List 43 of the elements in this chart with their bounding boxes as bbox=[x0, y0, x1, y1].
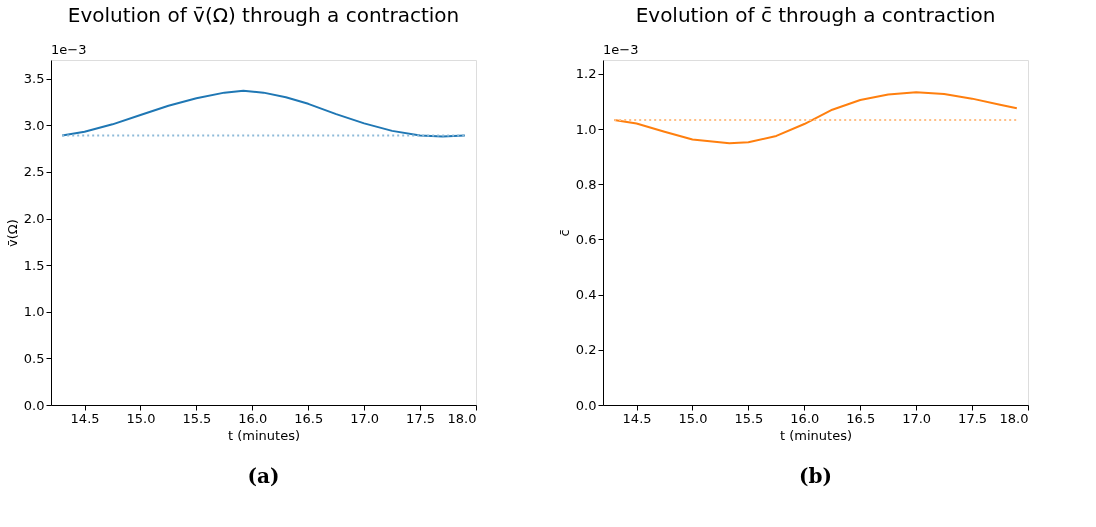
x-tick-label: 17.5 bbox=[958, 410, 988, 426]
x-tick-label: 15.0 bbox=[126, 410, 156, 426]
x-tick-label: 16.0 bbox=[238, 410, 268, 426]
x-tick-label: 15.5 bbox=[734, 410, 764, 426]
x-tick-label: 16.5 bbox=[294, 410, 324, 426]
x-axis-title: t (minutes) bbox=[228, 427, 300, 443]
x-tick-label: 15.0 bbox=[678, 410, 708, 426]
y-tick-label: 2.5 bbox=[23, 164, 45, 180]
y-tick-label: 0.2 bbox=[575, 342, 597, 358]
x-tick-label: 15.5 bbox=[182, 410, 212, 426]
x-tick-label: 18.0 bbox=[999, 410, 1029, 426]
y-tick-label: 2.0 bbox=[23, 211, 45, 227]
y-tick-label: 0.4 bbox=[575, 287, 597, 303]
x-tick-label: 14.5 bbox=[70, 410, 100, 426]
y-tick-label: 0.0 bbox=[23, 397, 45, 413]
text: 1e−3 bbox=[51, 42, 87, 57]
y-tick-label: 1.5 bbox=[23, 257, 45, 273]
y-tick-label: 1.0 bbox=[23, 304, 45, 320]
x-tick-label: 18.0 bbox=[447, 410, 477, 426]
text: 1e−3 bbox=[603, 42, 639, 57]
y-tick-label: 1.2 bbox=[575, 66, 597, 82]
y-tick-label: 3.0 bbox=[23, 117, 45, 133]
x-tick-label: 16.5 bbox=[846, 410, 876, 426]
y-tick-label: 0.0 bbox=[575, 397, 597, 413]
text: (a) bbox=[247, 464, 280, 488]
x-tick-label: 17.0 bbox=[350, 410, 380, 426]
y-tick-label: 0.5 bbox=[23, 350, 45, 366]
x-tick-label: 17.5 bbox=[406, 410, 436, 426]
text: (b) bbox=[799, 464, 832, 488]
chart-title: Evolution of v̄(Ω) through a contraction bbox=[67, 3, 460, 27]
y-tick-label: 0.8 bbox=[575, 176, 597, 192]
x-tick-label: 14.5 bbox=[622, 410, 652, 426]
x-tick-label: 17.0 bbox=[902, 410, 932, 426]
x-axis-title: t (minutes) bbox=[780, 427, 852, 443]
line-series bbox=[613, 91, 1018, 145]
y-axis-title: v̄(Ω) bbox=[4, 219, 20, 247]
chart-title: Evolution of c̄ through a contraction bbox=[635, 3, 996, 27]
y-tick-label: 0.6 bbox=[575, 231, 597, 247]
y-tick-label: 3.5 bbox=[23, 71, 45, 87]
x-tick-label: 16.0 bbox=[790, 410, 820, 426]
y-tick-label: 1.0 bbox=[575, 121, 597, 137]
line-series bbox=[61, 89, 466, 138]
y-axis-title: c̄ bbox=[556, 229, 572, 237]
